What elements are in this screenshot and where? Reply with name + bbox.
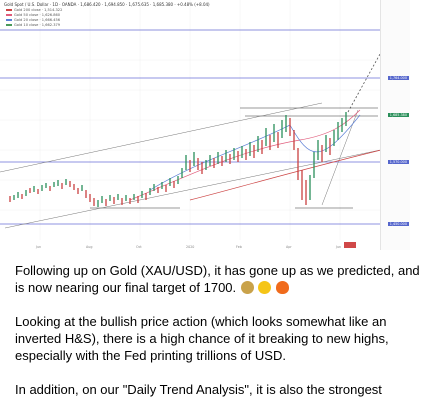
price-tag: 1,450.000: [387, 222, 409, 226]
legend-item: Gold 50 close · 1,626.860: [6, 13, 60, 17]
sunglasses-face-icon: [258, 281, 272, 294]
legend-swatch: [6, 14, 12, 16]
svg-text:Jun: Jun: [335, 245, 341, 249]
money-bag-icon: [240, 281, 254, 294]
message-paragraph: Following up on Gold (XAU/USD), it has g…: [15, 263, 420, 295]
svg-text:Feb: Feb: [236, 245, 242, 249]
price-tag: 1,685.380: [387, 113, 409, 117]
legend-item: Gold 10 close · 1,662.379: [6, 23, 60, 27]
legend-swatch: [6, 9, 12, 11]
message-paragraph: Looking at the bullish price action (whi…: [15, 314, 389, 363]
legend-item: Gold 20 close · 1,666.456: [6, 18, 60, 22]
svg-text:Apr: Apr: [286, 245, 292, 249]
chart-ticker: Gold Spot / U.S. Dollar · 1D · OANDA · 1…: [4, 2, 210, 7]
svg-text:Oct: Oct: [136, 245, 142, 249]
svg-text:2020: 2020: [186, 245, 194, 249]
message-paragraph: In addition, on our "Daily Trend Analysi…: [15, 382, 382, 397]
gold-price-chart[interactable]: Jun Aug Oct 2020 Feb Apr Jun Gold Spot / U.S…: [0, 0, 410, 252]
legend-swatch: [6, 24, 12, 26]
price-tag: 1,570.000: [387, 160, 409, 164]
svg-text:Jun: Jun: [35, 245, 41, 249]
message-text: Following up on Gold (XAU/USD), it has g…: [15, 262, 430, 400]
price-tag: 1,764.000: [387, 76, 409, 80]
svg-text:Aug: Aug: [86, 245, 92, 249]
legend-item: Gold 200 close · 1,514.322: [6, 8, 62, 12]
legend-swatch: [6, 19, 12, 21]
fire-icon: [276, 281, 290, 294]
price-axis[interactable]: 1,764.000 1,685.380 1,570.000 1,450.000: [380, 0, 410, 250]
chart-canvas: Jun Aug Oct 2020 Feb Apr Jun: [0, 0, 393, 249]
